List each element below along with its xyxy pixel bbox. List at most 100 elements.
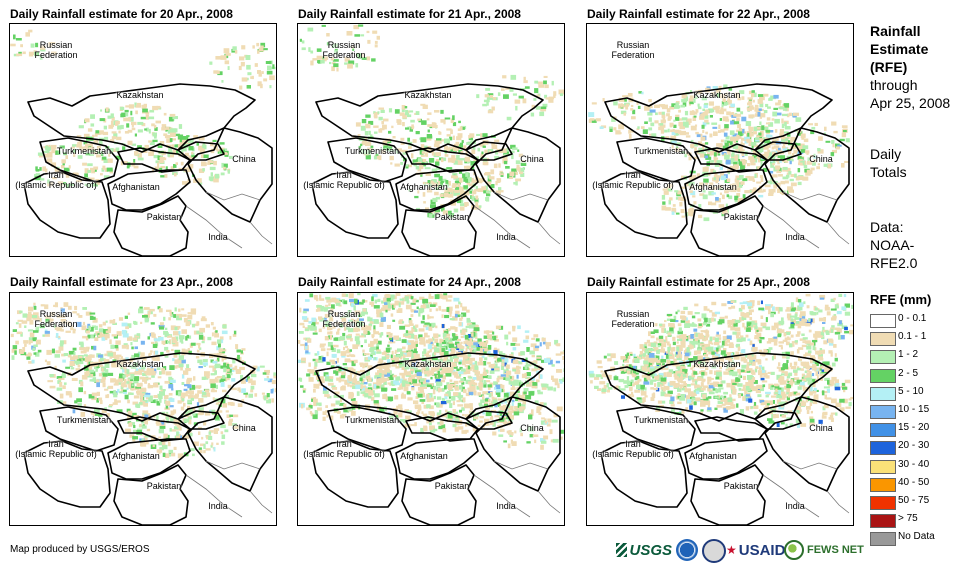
country-border (401, 464, 477, 525)
country-border (616, 406, 696, 452)
country-border (23, 171, 111, 239)
country-border (694, 416, 768, 442)
legend-label: 1 - 2 (898, 349, 919, 361)
country-border (475, 396, 561, 492)
secondary-border (537, 490, 561, 514)
panel-title-5: Daily Rainfall estimate for 24 Apr., 200… (298, 275, 521, 289)
country-label: China (520, 423, 544, 433)
country-label: Kazakhstan (693, 90, 741, 100)
country-border (117, 147, 191, 173)
country-label: China (232, 423, 256, 433)
country-label: Pakistan (723, 481, 759, 491)
country-border (600, 440, 688, 508)
legend-label: 5 - 10 (898, 385, 924, 397)
country-border (113, 195, 189, 256)
country-border (177, 141, 225, 161)
country-border (465, 141, 513, 161)
country-label: Iran (Islamic Republic of) (303, 170, 385, 190)
through-date: through Apr 25, 2008 (870, 77, 951, 111)
rainfall-map-23-apr: Russian Federation Kazakhstan Turkmenistan I… (9, 292, 277, 526)
country-label: Iran (Islamic Republic of) (303, 439, 385, 459)
fews-net-logo-icon: FEWS NET (784, 537, 864, 563)
secondary-border (205, 191, 261, 201)
country-border (600, 171, 688, 239)
secondary-border (249, 490, 273, 514)
legend-label: 0.1 - 1 (898, 331, 927, 343)
country-label: India (208, 232, 228, 242)
country-border (117, 416, 191, 442)
map-canvas (10, 29, 276, 256)
country-label: Afghanistan (400, 182, 448, 192)
country-border (39, 406, 119, 452)
legend-swatch (870, 350, 896, 365)
legend-label: 15 - 20 (898, 422, 930, 434)
country-label: Turkmenistan (633, 146, 689, 156)
country-label: Pakistan (146, 212, 182, 222)
legend-swatch (870, 368, 896, 383)
legend-swatch (870, 386, 896, 401)
country-label: Pakistan (146, 481, 182, 491)
legend-swatch (870, 423, 896, 438)
legend-label: 30 - 40 (898, 458, 930, 470)
legend-swatch (870, 332, 896, 347)
country-label: Turkmenistan (344, 146, 400, 156)
country-label: Afghanistan (689, 182, 737, 192)
country-border (616, 137, 696, 183)
country-border (177, 410, 225, 430)
legend-label: 10 - 15 (898, 404, 930, 415)
secondary-border (493, 460, 549, 470)
panel-title-1: Daily Rainfall estimate for 20 Apr., 200… (10, 7, 233, 21)
legend-swatch (870, 441, 896, 456)
secondary-border (205, 460, 261, 470)
legend-label: 40 - 50 (898, 476, 930, 488)
legend-swatch (870, 314, 896, 328)
secondary-border (826, 490, 850, 514)
usgs-logo-icon: USGS (616, 537, 672, 563)
country-border (684, 169, 768, 211)
country-border (405, 416, 479, 442)
country-border (764, 127, 850, 223)
country-border (684, 438, 768, 480)
legend-title: RFE (mm) (870, 292, 932, 307)
panel-title-4: Daily Rainfall estimate for 23 Apr., 200… (10, 275, 233, 289)
country-label: Russian Federation (34, 309, 78, 329)
rainfall-map-20-apr: Russian Federation Kazakhstan Turkmenistan I… (9, 23, 277, 257)
secondary-border (537, 221, 561, 245)
country-label: India (496, 232, 516, 242)
country-label: Kazakhstan (404, 359, 452, 369)
country-label: India (208, 501, 228, 511)
rainfall-field (10, 302, 276, 459)
country-label: Kazakhstan (116, 359, 164, 369)
map-credit: Map produced by USGS/EROS (10, 544, 150, 555)
country-label: Pakistan (723, 212, 759, 222)
rainfall-map-24-apr: Russian Federation Kazakhstan Turkmenistan I… (297, 292, 565, 526)
country-border (401, 195, 477, 256)
country-label: Iran (Islamic Republic of) (15, 170, 97, 190)
legend-label: 0 - 0.1 (898, 313, 927, 324)
country-label: China (809, 423, 833, 433)
country-label: Afghanistan (112, 182, 160, 192)
country-label: Turkmenistan (56, 415, 112, 425)
secondary-border (473, 205, 531, 249)
country-border (694, 147, 768, 173)
secondary-border (473, 474, 531, 518)
country-border (311, 440, 399, 508)
country-border (690, 464, 766, 525)
legend-swatch (870, 477, 896, 492)
country-border (113, 464, 189, 525)
legend-label: No Data (898, 531, 935, 543)
secondary-border (782, 460, 838, 470)
country-border (187, 396, 273, 492)
legend-label: > 75 (898, 513, 918, 525)
country-border (311, 171, 399, 239)
map-canvas (588, 83, 850, 256)
legend-swatch (870, 532, 896, 547)
rainfall-field (10, 29, 276, 188)
country-border (465, 410, 513, 430)
map-canvas (298, 293, 564, 525)
noaa-logo-icon (676, 539, 698, 561)
country-border (405, 147, 479, 173)
country-label: India (496, 501, 516, 511)
country-border (327, 406, 407, 452)
legend-label: 20 - 30 (898, 440, 930, 452)
